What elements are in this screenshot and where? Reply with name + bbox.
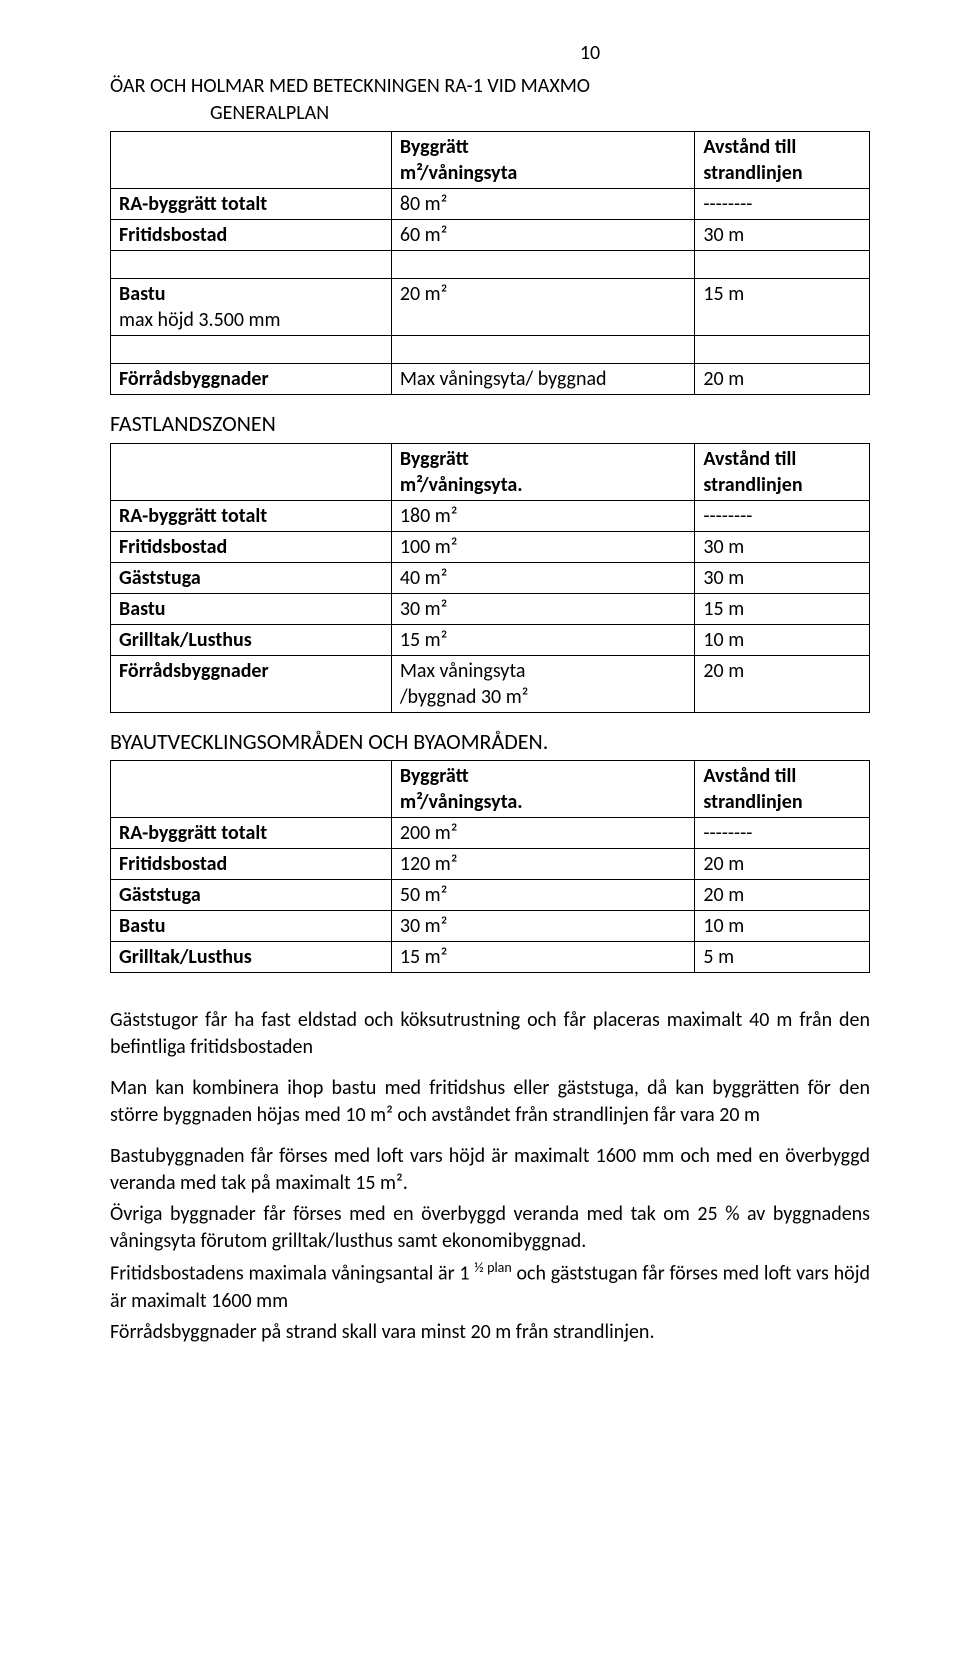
col-header: m²/våningsyta <box>400 161 517 185</box>
table-row: Förrådsbyggnader Max våningsyta/ byggnad… <box>111 364 870 395</box>
table-row: Grilltak/Lusthus15 m²10 m <box>111 624 870 655</box>
cell-label: Bastu <box>119 282 166 306</box>
table-row: Fritidsbostad100 m²30 m <box>111 531 870 562</box>
paragraph-fritidsbostad: Fritidsbostadens maximala våningsantal ä… <box>110 1259 870 1315</box>
table-row: Bastu max höjd 3.500 mm 20 m² 15 m <box>111 279 870 336</box>
cell-text: Max våningsyta <box>400 659 526 683</box>
table-header-row: Byggrätt m²/våningsyta Avstånd till stra… <box>111 132 870 189</box>
paragraph-bastu: Bastubyggnaden får förses med loft vars … <box>110 1143 870 1197</box>
table-row: Förrådsbyggnader Max våningsyta /byggnad… <box>111 655 870 712</box>
table-islands: Byggrätt m²/våningsyta Avstånd till stra… <box>110 131 870 395</box>
table-row: Gäststuga50 m²20 m <box>111 880 870 911</box>
table-row: Fritidsbostad120 m²20 m <box>111 849 870 880</box>
cell-text: /byggnad 30 m² <box>400 685 529 709</box>
table-fastland: Byggrätt m²/våningsyta. Avstånd till str… <box>110 443 870 713</box>
table-header-row: Byggrätt m²/våningsyta. Avstånd till str… <box>111 443 870 500</box>
col-header: m²/våningsyta. <box>400 473 523 497</box>
col-header: Byggrätt <box>400 135 469 159</box>
table-header-row: Byggrätt m²/våningsyta. Avstånd till str… <box>111 761 870 818</box>
paragraph-kombinera: Man kan kombinera ihop bastu med fritids… <box>110 1075 870 1129</box>
table-byautveckling: Byggrätt m²/våningsyta. Avstånd till str… <box>110 760 870 973</box>
col-header: strandlinjen <box>703 790 802 814</box>
col-header: m²/våningsyta. <box>400 790 523 814</box>
table-row: Bastu30 m²15 m <box>111 593 870 624</box>
col-header: Avstånd till <box>703 135 796 159</box>
col-header: strandlinjen <box>703 161 802 185</box>
section-heading-byautveckling: BYAUTVECKLINGSOMRÅDEN OCH BYAOMRÅDEN. <box>110 727 870 757</box>
table-row: RA-byggrätt totalt180 m²-------- <box>111 500 870 531</box>
paragraph-gaststugor: Gäststugor får ha fast eldstad och köksu… <box>110 1007 870 1061</box>
col-header: strandlinjen <box>703 473 802 497</box>
heading-line-2: GENERALPLAN <box>110 100 870 127</box>
table-row: RA-byggrätt totalt200 m²-------- <box>111 818 870 849</box>
table-row: Gäststuga40 m²30 m <box>111 562 870 593</box>
table-row: Fritidsbostad 60 m² 30 m <box>111 220 870 251</box>
col-header: Byggrätt <box>400 764 469 788</box>
document-page: 10 ÖAR OCH HOLMAR MED BETECKNINGEN RA-1 … <box>0 0 960 1406</box>
section-heading-fastland: FASTLANDSZONEN <box>110 409 870 439</box>
main-heading: ÖAR OCH HOLMAR MED BETECKNINGEN RA-1 VID… <box>110 73 870 127</box>
table-row <box>111 336 870 364</box>
table-row: Grilltak/Lusthus15 m²5 m <box>111 942 870 973</box>
paragraph-ovriga: Övriga byggnader får förses med en överb… <box>110 1201 870 1255</box>
table-row <box>111 251 870 279</box>
heading-line-1: ÖAR OCH HOLMAR MED BETECKNINGEN RA-1 VID… <box>110 73 870 100</box>
table-row: Bastu30 m²10 m <box>111 911 870 942</box>
table-row: RA-byggrätt totalt 80 m² -------- <box>111 189 870 220</box>
fraction-label: ½ plan <box>474 1259 511 1276</box>
cell-sublabel: max höjd 3.500 mm <box>119 308 281 332</box>
col-header: Byggrätt <box>400 447 469 471</box>
text-pre: Fritidsbostadens maximala våningsantal ä… <box>110 1262 474 1286</box>
page-number: 10 <box>110 40 870 67</box>
col-header: Avstånd till <box>703 447 796 471</box>
paragraph-forrad: Förrådsbyggnader på strand skall vara mi… <box>110 1319 870 1346</box>
col-header: Avstånd till <box>703 764 796 788</box>
